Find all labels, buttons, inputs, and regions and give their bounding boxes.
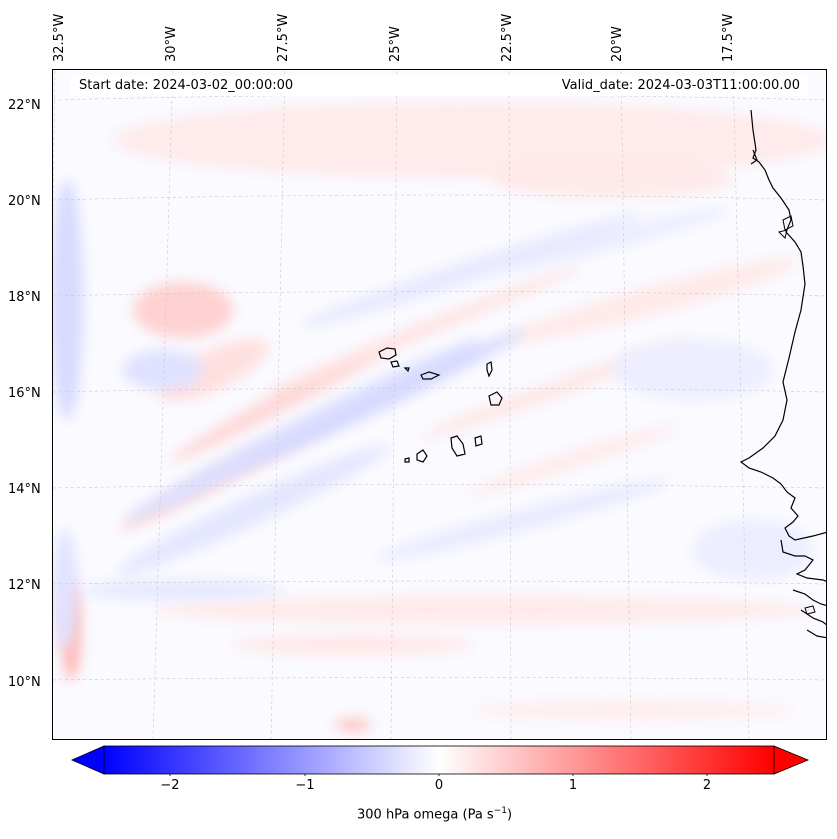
lon-label-22-5w: 22.5°W	[500, 13, 515, 62]
annotation-bar	[71, 76, 808, 96]
lon-label-17-5w: 17.5°W	[721, 13, 736, 62]
colorbar-label-exponent: −1	[493, 806, 507, 816]
lat-label-12n: 12°N	[8, 578, 41, 593]
colorbar-tick-2: 2	[702, 778, 712, 793]
coast-islet-3	[804, 605, 816, 615]
cape-verde-islands	[378, 347, 503, 463]
lon-label-32-5w: 32.5°W	[52, 13, 67, 62]
start-date-text: Start date: 2024-03-02_00:00:00	[79, 78, 294, 93]
island-santo-antao	[378, 347, 397, 360]
colorbar-gradient	[103, 745, 775, 775]
negative-omega-areas	[53, 180, 813, 650]
island-fogo	[416, 449, 428, 463]
island-maio	[474, 435, 483, 447]
lat-label-16n: 16°N	[8, 386, 41, 401]
lat-label-20n: 20°N	[8, 194, 41, 209]
colorbar-tick-1: 1	[568, 778, 578, 793]
africa-coastline	[739, 109, 826, 541]
lat-label-18n: 18°N	[8, 290, 41, 305]
island-sal	[486, 361, 493, 378]
lat-label-10n: 10°N	[8, 675, 41, 690]
valid-date-text: Valid_date: 2024-03-03T11:00:00.00	[561, 78, 800, 93]
colorbar	[71, 745, 810, 776]
island-santiago	[450, 435, 466, 457]
lon-label-27-5w: 27.5°W	[276, 13, 291, 62]
lon-label-25w: 25°W	[388, 26, 403, 62]
island-sao-vicente	[390, 360, 400, 368]
island-boa-vista	[488, 391, 503, 406]
colorbar-label-end: )	[506, 807, 513, 823]
coast-islet-1	[782, 215, 794, 231]
lat-label-22n: 22°N	[8, 98, 41, 113]
coast-islet-2	[778, 229, 788, 239]
map-panel	[52, 69, 827, 740]
colorbar-label-main: 300 hPa omega (Pa s	[357, 807, 494, 823]
omega-field	[53, 70, 826, 739]
lon-label-30w: 30°W	[164, 26, 179, 62]
colorbar-max-extend	[773, 745, 810, 775]
colorbar-tick-marks	[169, 774, 708, 776]
colorbar-min-extend	[71, 745, 105, 775]
gambia-coast	[780, 539, 826, 582]
island-santa-luzia	[403, 367, 410, 373]
colorbar-tick-neg2: −2	[160, 778, 180, 793]
graticule	[53, 70, 826, 739]
island-sao-nicolau	[420, 371, 441, 380]
canary-fragment	[750, 149, 758, 165]
lon-label-20w: 20°W	[610, 26, 625, 62]
colorbar-tick-neg1: −1	[295, 778, 315, 793]
island-brava	[404, 457, 410, 463]
colorbar-label: 300 hPa omega (Pa s−1)	[357, 806, 512, 822]
lat-label-14n: 14°N	[8, 482, 41, 497]
colorbar-tick-0: 0	[434, 778, 444, 793]
